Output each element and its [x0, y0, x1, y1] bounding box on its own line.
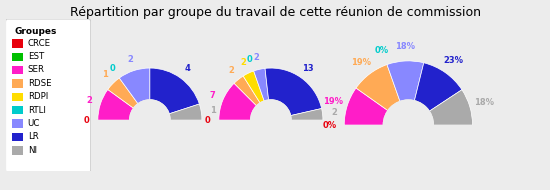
Text: Groupes: Groupes — [14, 27, 57, 36]
Text: RDPI: RDPI — [28, 92, 48, 101]
Wedge shape — [150, 68, 199, 120]
Wedge shape — [254, 68, 271, 120]
Text: 18%: 18% — [394, 42, 415, 51]
Text: 0%: 0% — [375, 46, 389, 55]
Text: 2: 2 — [240, 58, 246, 67]
Wedge shape — [108, 78, 150, 120]
Text: 0%: 0% — [323, 120, 337, 130]
Bar — [12, 133, 24, 141]
Wedge shape — [243, 71, 271, 120]
Bar — [12, 93, 24, 101]
Wedge shape — [387, 61, 424, 125]
FancyBboxPatch shape — [6, 19, 91, 173]
Bar — [12, 120, 24, 128]
Text: 2: 2 — [254, 53, 260, 62]
Wedge shape — [150, 104, 202, 120]
Text: 19%: 19% — [323, 97, 343, 106]
Bar — [12, 106, 24, 114]
Circle shape — [250, 99, 292, 141]
Text: 2: 2 — [228, 66, 234, 75]
Text: SER: SER — [28, 65, 45, 74]
Text: 2: 2 — [127, 55, 133, 64]
Text: Présents: Présents — [131, 148, 168, 157]
Wedge shape — [234, 76, 271, 120]
Bar — [12, 39, 24, 48]
Text: 23%: 23% — [444, 56, 464, 65]
Text: 1: 1 — [210, 106, 216, 115]
Text: EST: EST — [28, 52, 44, 61]
Wedge shape — [119, 68, 150, 120]
Wedge shape — [265, 68, 322, 120]
Text: RDSE: RDSE — [28, 79, 51, 88]
Bar — [79, 120, 221, 164]
Text: 2: 2 — [332, 108, 337, 117]
Text: 13: 13 — [302, 63, 314, 73]
Wedge shape — [408, 90, 472, 125]
Wedge shape — [219, 83, 271, 120]
Wedge shape — [408, 63, 462, 125]
Text: 0: 0 — [109, 64, 115, 73]
Text: UC: UC — [28, 119, 40, 128]
Wedge shape — [271, 108, 323, 120]
Text: Répartition par groupe du travail de cette réunion de commission: Répartition par groupe du travail de cet… — [69, 6, 481, 19]
Text: 1: 1 — [102, 70, 108, 79]
Text: LR: LR — [28, 132, 38, 141]
Circle shape — [250, 99, 292, 141]
Text: NI: NI — [28, 146, 37, 155]
Text: 4: 4 — [184, 64, 190, 73]
Bar — [321, 125, 496, 179]
Bar — [12, 66, 24, 74]
Text: 7: 7 — [209, 91, 214, 100]
Wedge shape — [344, 88, 408, 125]
Text: 18%: 18% — [474, 98, 494, 107]
Text: 19%: 19% — [351, 58, 371, 67]
Text: 0: 0 — [204, 116, 210, 125]
Text: CRCE: CRCE — [28, 39, 51, 48]
Text: RTLI: RTLI — [28, 106, 46, 115]
Bar — [12, 146, 24, 155]
Circle shape — [383, 99, 434, 151]
Text: Interventions: Interventions — [242, 148, 300, 157]
Text: 0: 0 — [247, 55, 252, 64]
Bar — [12, 53, 24, 61]
Wedge shape — [356, 65, 408, 125]
Circle shape — [129, 99, 170, 141]
Wedge shape — [98, 89, 150, 120]
Circle shape — [129, 99, 170, 141]
Bar — [200, 120, 342, 164]
Text: 0: 0 — [83, 116, 89, 125]
Text: Temps de parole
(mots prononcés): Temps de parole (mots prononcés) — [371, 150, 446, 170]
Circle shape — [383, 99, 434, 151]
Text: 2: 2 — [86, 96, 92, 105]
Bar — [12, 79, 24, 88]
